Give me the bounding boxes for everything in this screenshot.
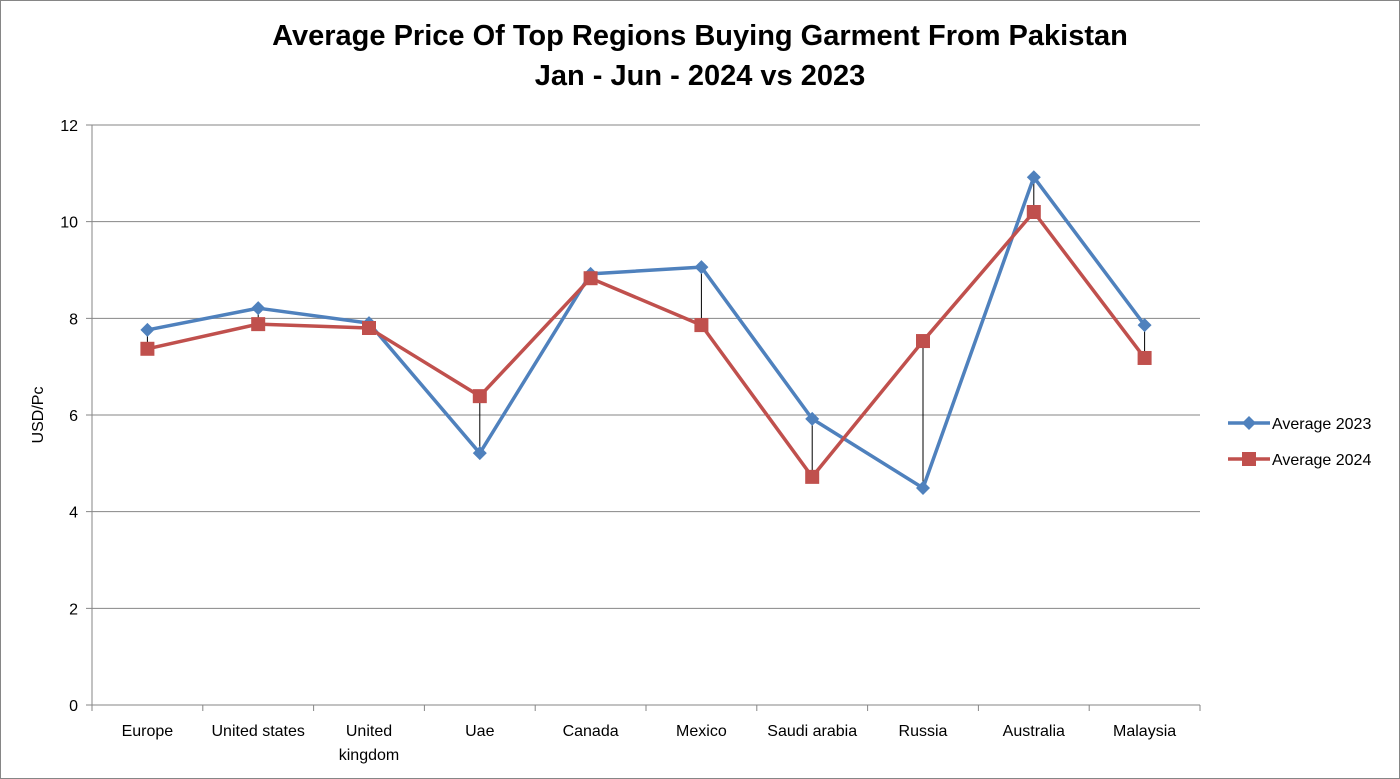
- x-tick-label: United: [346, 723, 392, 740]
- data-point: [916, 334, 930, 349]
- y-tick-label: 12: [60, 118, 78, 135]
- data-point: [362, 321, 376, 335]
- data-point: [1137, 350, 1152, 365]
- y-tick-label: 2: [69, 601, 78, 618]
- y-axis-label: USD/Pc: [30, 387, 47, 444]
- data-point: [1026, 205, 1041, 219]
- data-point: [140, 341, 155, 356]
- data-point: [1026, 170, 1041, 185]
- chart-title: Average Price Of Top Regions Buying Garm…: [272, 20, 1128, 52]
- data-point: [805, 469, 820, 484]
- series-line-2: [147, 210, 1146, 479]
- data-point: [916, 480, 930, 495]
- legend-marker: [1242, 416, 1256, 430]
- y-tick-label: 4: [69, 505, 78, 522]
- data-point: [251, 317, 266, 332]
- legend-marker: [1242, 452, 1256, 466]
- y-tick-label: 6: [69, 408, 78, 425]
- x-tick-label: kingdom: [339, 747, 399, 764]
- data-point: [472, 446, 487, 461]
- data-point: [694, 318, 709, 333]
- y-tick-label: 10: [60, 215, 78, 232]
- data-point: [140, 322, 155, 337]
- x-tick-label: Europe: [122, 723, 174, 740]
- y-tick-label: 0: [69, 698, 78, 715]
- legend-label: Average 2024: [1272, 452, 1371, 469]
- data-point: [805, 411, 820, 426]
- x-tick-label: Canada: [563, 723, 619, 740]
- legend-label: Average 2023: [1272, 416, 1371, 433]
- series-line-1: [147, 175, 1147, 490]
- data-point: [1137, 318, 1152, 333]
- data-point: [472, 389, 487, 404]
- data-point: [583, 271, 598, 286]
- x-tick-label: United states: [212, 723, 305, 740]
- data-point: [251, 301, 266, 316]
- x-tick-label: Russia: [899, 723, 948, 740]
- x-tick-label: Saudi arabia: [767, 723, 857, 740]
- y-tick-label: 8: [69, 311, 78, 328]
- x-tick-label: Uae: [465, 723, 494, 740]
- data-point: [694, 260, 709, 275]
- chart-subtitle: Jan - Jun - 2024 vs 2023: [534, 60, 866, 92]
- x-tick-label: Australia: [1003, 723, 1065, 740]
- x-tick-label: Malaysia: [1113, 723, 1176, 740]
- x-tick-label: Mexico: [676, 723, 727, 740]
